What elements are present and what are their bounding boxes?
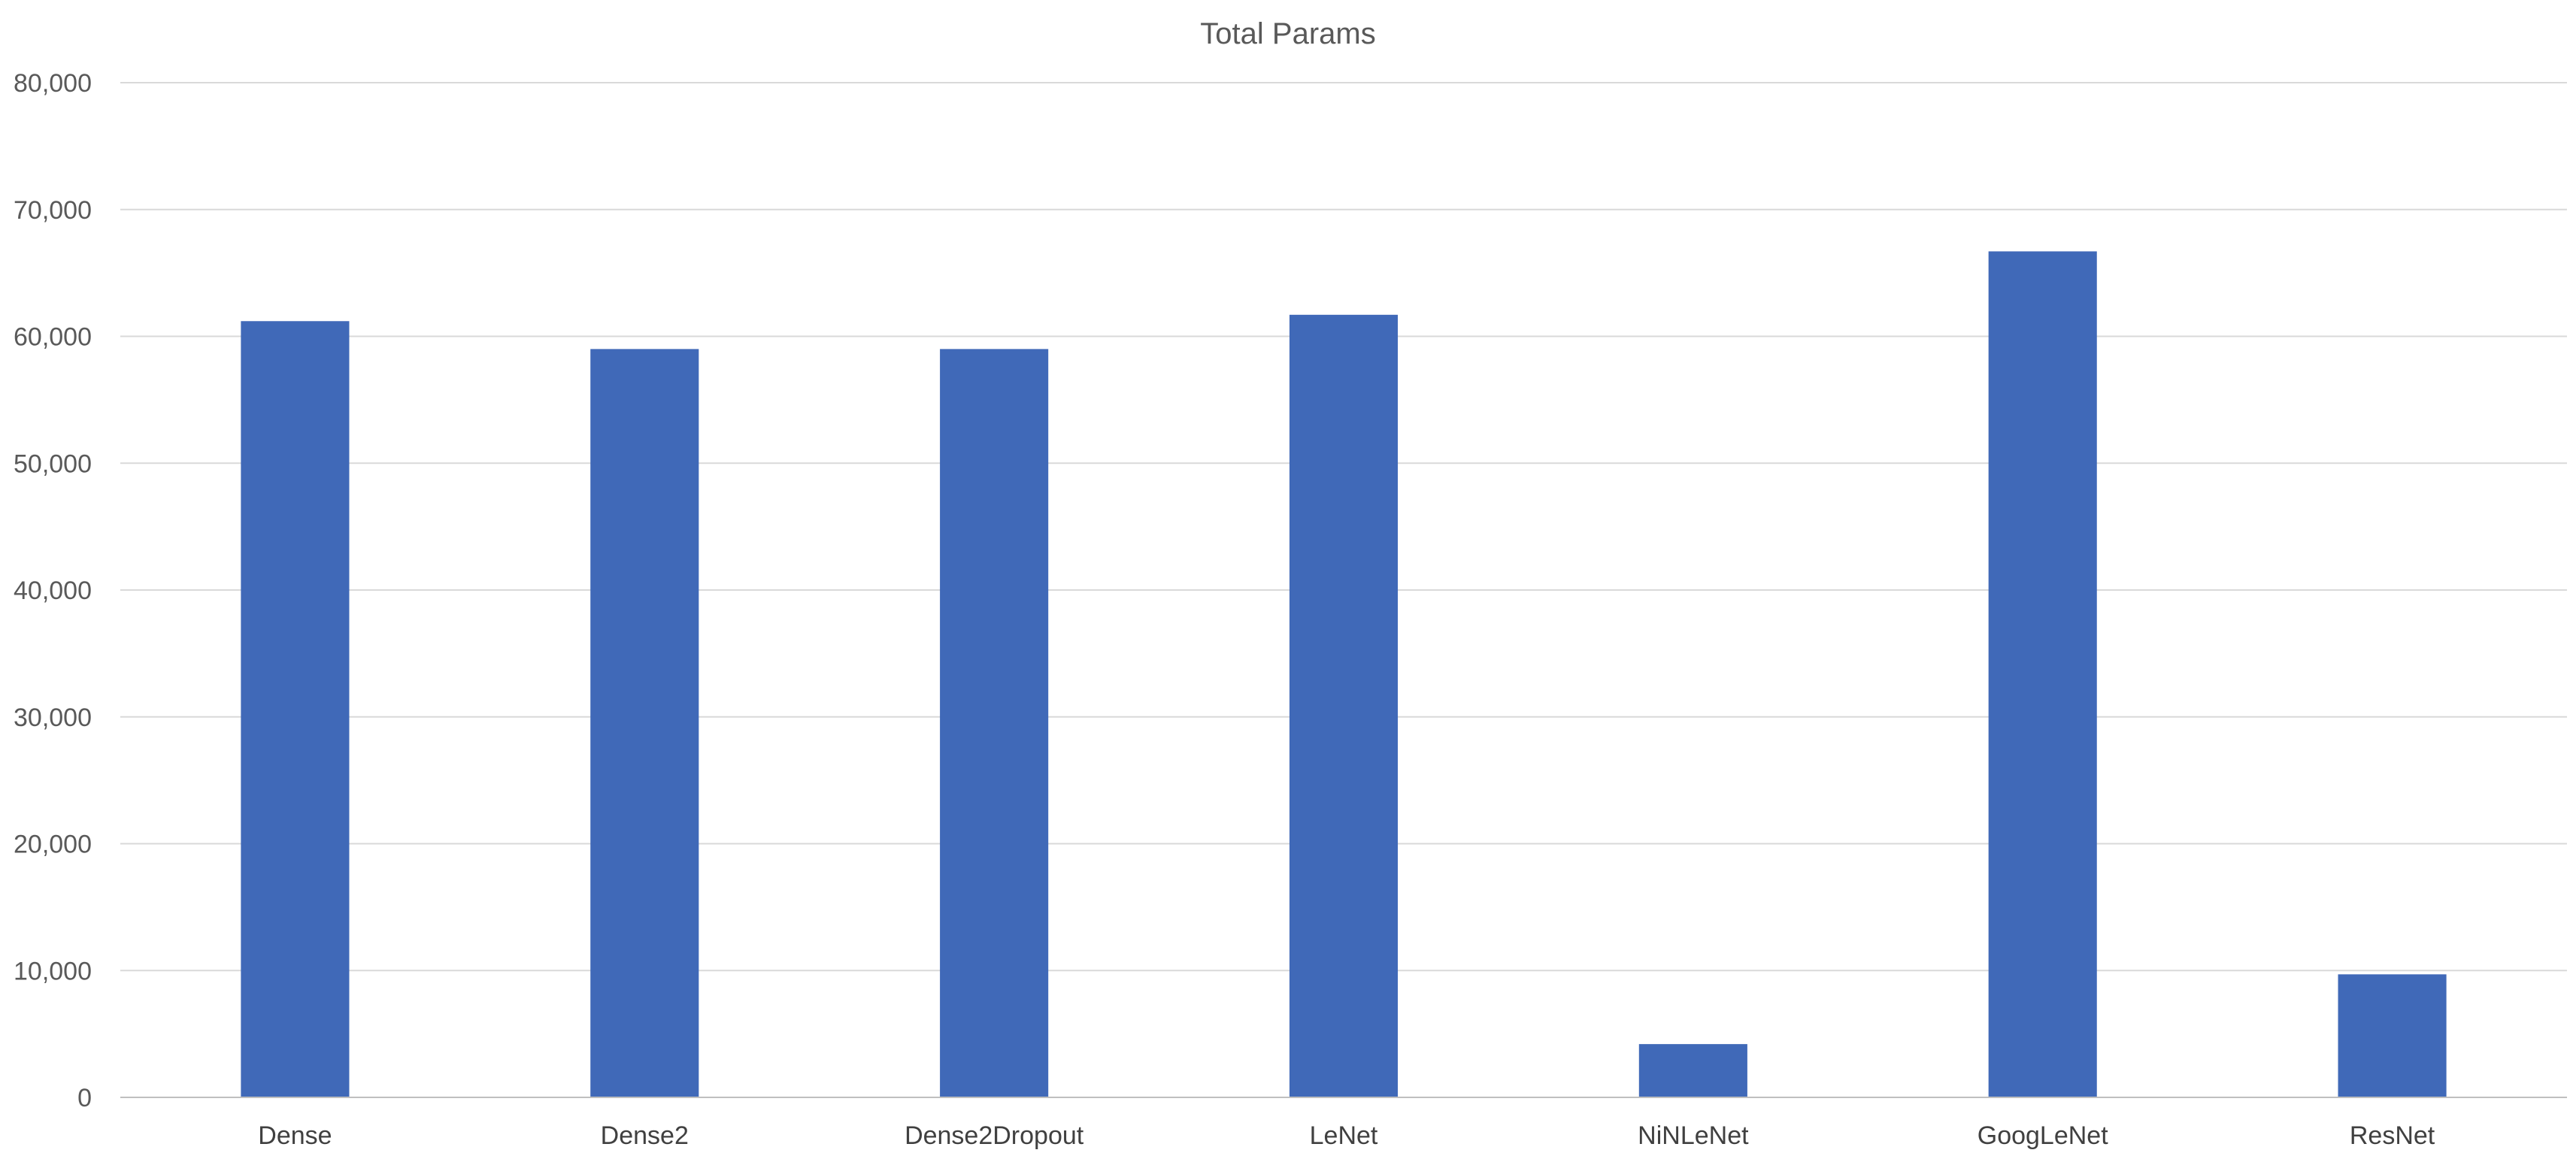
bars (241, 251, 2447, 1097)
y-tick-label: 60,000 (14, 323, 92, 352)
y-tick-label: 20,000 (14, 831, 92, 859)
x-category-label: Dense (258, 1121, 332, 1150)
x-axis-category-labels: Dense Dense2 Dense2Dropout LeNet NiNLeNet Goo… (258, 1121, 2435, 1150)
x-category-label: NiNLeNet (1638, 1121, 1749, 1150)
y-tick-label: 0 (77, 1084, 92, 1112)
y-tick-label: 40,000 (14, 576, 92, 605)
x-category-label: GoogLeNet (1977, 1121, 2108, 1150)
x-category-label: LeNet (1310, 1121, 1378, 1150)
x-category-label: Dense2Dropout (905, 1121, 1084, 1150)
bar-dense2 (590, 349, 699, 1097)
y-tick-label: 10,000 (14, 957, 92, 985)
bar-ninlenet (1638, 1044, 1747, 1097)
bar-resnet (2338, 974, 2447, 1097)
bar-lenet (1289, 314, 1399, 1097)
y-axis-tick-labels: 0 10,000 20,000 30,000 40,000 50,000 60,000 70,… (14, 69, 92, 1112)
y-tick-label: 70,000 (14, 196, 92, 225)
bar-dense2dropout (940, 349, 1049, 1097)
y-tick-label: 30,000 (14, 704, 92, 732)
y-tick-label: 80,000 (14, 69, 92, 98)
chart-title: Total Params (1200, 17, 1375, 50)
bar-dense (241, 321, 350, 1097)
x-category-label: Dense2 (601, 1121, 689, 1150)
x-category-label: ResNet (2350, 1121, 2435, 1150)
y-tick-label: 50,000 (14, 449, 92, 478)
bar-googlenet (1988, 251, 2097, 1097)
